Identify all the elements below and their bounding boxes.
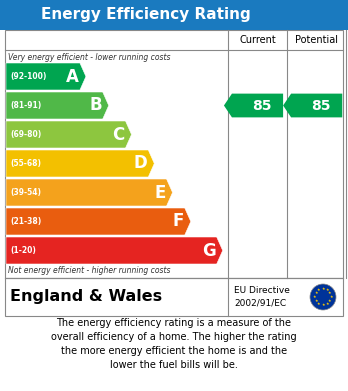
Bar <box>0 0 348 30</box>
Text: (69-80): (69-80) <box>10 130 41 139</box>
Text: ★: ★ <box>328 299 332 303</box>
Text: ★: ★ <box>328 291 332 295</box>
Circle shape <box>310 284 336 310</box>
Text: ★: ★ <box>313 295 317 299</box>
Polygon shape <box>6 63 86 90</box>
Polygon shape <box>6 208 191 235</box>
Text: C: C <box>112 126 125 143</box>
Text: ★: ★ <box>329 295 333 299</box>
Text: G: G <box>202 242 216 260</box>
Text: ★: ★ <box>325 302 329 306</box>
Text: (1-20): (1-20) <box>10 246 36 255</box>
Text: E: E <box>154 183 166 201</box>
Text: Not energy efficient - higher running costs: Not energy efficient - higher running co… <box>8 266 171 275</box>
Text: ★: ★ <box>321 303 325 307</box>
Text: Energy Efficiency Rating: Energy Efficiency Rating <box>41 7 251 23</box>
Text: (21-38): (21-38) <box>10 217 41 226</box>
Text: Potential: Potential <box>295 35 338 45</box>
Polygon shape <box>6 179 173 206</box>
Text: A: A <box>66 68 79 86</box>
Text: ★: ★ <box>317 302 321 306</box>
Text: ★: ★ <box>314 299 318 303</box>
Bar <box>5 30 343 278</box>
Text: (81-91): (81-91) <box>10 101 41 110</box>
Text: ★: ★ <box>325 288 329 292</box>
Text: England & Wales: England & Wales <box>10 289 162 305</box>
Text: ★: ★ <box>314 291 318 295</box>
Bar <box>5 278 343 316</box>
Polygon shape <box>6 150 154 177</box>
Text: 85: 85 <box>252 99 271 113</box>
Polygon shape <box>6 121 132 148</box>
Text: Very energy efficient - lower running costs: Very energy efficient - lower running co… <box>8 53 171 62</box>
Text: (92-100): (92-100) <box>10 72 46 81</box>
Polygon shape <box>6 237 223 264</box>
Text: F: F <box>172 212 184 231</box>
Text: EU Directive
2002/91/EC: EU Directive 2002/91/EC <box>234 286 290 308</box>
Text: D: D <box>134 154 147 172</box>
Text: ★: ★ <box>317 288 321 292</box>
Polygon shape <box>6 92 109 119</box>
Text: (39-54): (39-54) <box>10 188 41 197</box>
Polygon shape <box>224 93 283 117</box>
Text: (55-68): (55-68) <box>10 159 41 168</box>
Text: ★: ★ <box>321 287 325 291</box>
Polygon shape <box>283 93 342 117</box>
Text: B: B <box>89 97 102 115</box>
Text: Current: Current <box>239 35 276 45</box>
Text: The energy efficiency rating is a measure of the
overall efficiency of a home. T: The energy efficiency rating is a measur… <box>51 318 297 370</box>
Text: 85: 85 <box>311 99 331 113</box>
